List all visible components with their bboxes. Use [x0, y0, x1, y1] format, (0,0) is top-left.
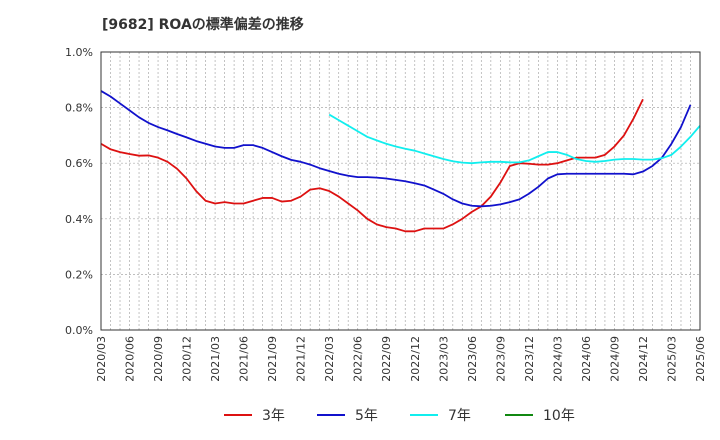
legend-label-7yr: 7年	[448, 408, 471, 424]
legend-swatch-3yr	[224, 414, 252, 416]
x-tick-label: 2024/03	[551, 336, 564, 382]
x-tick-label: 2021/06	[238, 336, 251, 382]
y-tick-labels: 0.0% 0.2% 0.4% 0.6% 0.8% 1.0%	[65, 46, 93, 337]
y-tick-label: 0.8%	[65, 102, 93, 115]
legend-item-10yr: 10年	[505, 405, 575, 425]
x-tick-label: 2021/12	[295, 336, 308, 382]
x-tick-label: 2021/03	[209, 336, 222, 382]
series-line-0	[100, 98, 644, 233]
legend-item-5yr: 5年	[317, 405, 378, 425]
x-tick-label: 2023/09	[494, 336, 507, 382]
x-tick-label: 2024/12	[637, 336, 650, 382]
y-tick-label: 0.0%	[65, 324, 93, 337]
series-line-2	[328, 113, 701, 165]
x-tick-label: 2020/06	[124, 336, 137, 382]
x-tick-labels: 2020/03 2020/06 2020/09 2020/12 2021/03 2021/…	[95, 336, 707, 382]
x-tick-label: 2021/09	[266, 336, 279, 382]
x-tick-label: 2023/06	[466, 336, 479, 382]
legend-item-3yr: 3年	[224, 405, 285, 425]
legend-label-10yr: 10年	[543, 408, 575, 424]
y-tick-label: 0.6%	[65, 157, 93, 170]
x-tick-label: 2023/03	[437, 336, 450, 382]
legend-swatch-5yr	[317, 414, 345, 416]
y-tick-label: 1.0%	[65, 46, 93, 59]
x-tick-label: 2020/12	[181, 336, 194, 382]
grid	[101, 51, 700, 330]
x-tick-label: 2022/03	[323, 336, 336, 382]
legend-item-7yr: 7年	[410, 405, 471, 425]
x-tick-label: 2022/09	[380, 336, 393, 382]
series-layer	[100, 90, 701, 233]
x-tick-label: 2023/12	[523, 336, 536, 382]
legend-swatch-10yr	[505, 414, 533, 416]
legend-label-3yr: 3年	[262, 408, 285, 424]
x-tick-label: 2020/03	[95, 336, 108, 382]
chart-title: [9682] ROAの標準偏差の推移	[102, 17, 304, 33]
axes	[100, 51, 701, 331]
series-line-1	[100, 90, 692, 208]
y-tick-label: 0.2%	[65, 268, 93, 281]
legend: 3年 5年 7年 10年	[0, 405, 720, 427]
x-tick-label: 2020/09	[152, 336, 165, 382]
y-tick-label: 0.4%	[65, 213, 93, 226]
x-tick-label: 2025/03	[665, 336, 678, 382]
legend-swatch-7yr	[410, 414, 438, 416]
x-tick-label: 2024/06	[580, 336, 593, 382]
x-tick-label: 2022/12	[409, 336, 422, 382]
legend-label-5yr: 5年	[355, 408, 378, 424]
x-tick-label: 2024/09	[608, 336, 621, 382]
x-tick-label: 2025/06	[694, 336, 707, 382]
plot-frame	[100, 51, 701, 331]
x-tick-label: 2022/06	[352, 336, 365, 382]
